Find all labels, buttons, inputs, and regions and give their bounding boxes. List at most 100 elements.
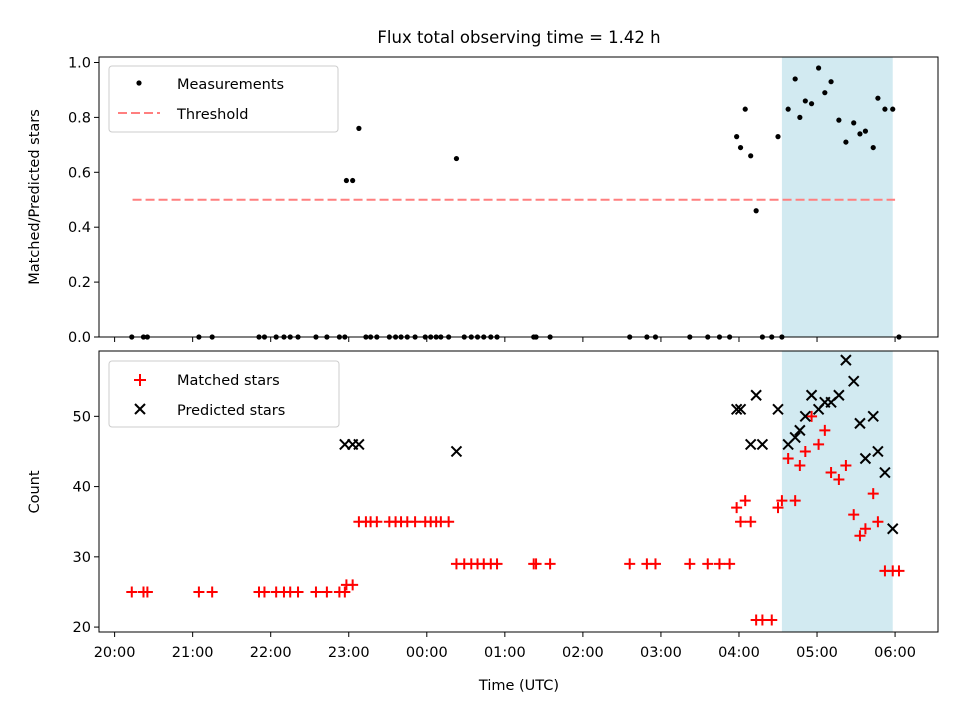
matched-star-point — [813, 438, 825, 450]
matched-star-point — [859, 523, 871, 535]
matched-star-point — [339, 586, 351, 598]
matched-star-point — [794, 460, 806, 472]
matched-star-point — [756, 614, 768, 626]
matched-star-point — [776, 495, 788, 507]
x-tick-label: 01:00 — [484, 645, 526, 661]
measurement-point — [792, 76, 798, 82]
measurement-point — [870, 144, 876, 151]
matched-star-point — [840, 460, 852, 472]
measurement-point — [836, 117, 842, 123]
top-legend: Measurements Threshold — [108, 65, 339, 133]
x-tick-label: 02:00 — [562, 645, 604, 661]
top-y-tick-label: 0.6 — [68, 165, 91, 181]
bottom-y-tick-label: 50 — [73, 409, 91, 425]
matched-star-point — [443, 516, 455, 528]
predicted-star-point — [353, 438, 365, 451]
top-y-tick-label: 0.8 — [68, 110, 91, 126]
matched-star-point — [833, 474, 845, 486]
measurement-point — [742, 106, 748, 112]
bottom-y-tick-label: 40 — [73, 480, 91, 496]
top-y-axis-label: Matched/Predicted stars — [27, 109, 43, 285]
measurement-point — [862, 128, 869, 134]
measurement-point — [343, 177, 350, 184]
matched-star-point — [789, 495, 801, 507]
predicted-star-point — [840, 354, 852, 366]
matched-star-point — [530, 558, 542, 570]
x-tick-label: 06:00 — [874, 645, 916, 661]
x-tick-label: 00:00 — [406, 645, 448, 661]
predicted-star-point — [859, 452, 872, 465]
chart-title: Flux total observing time = 1.42 h — [377, 28, 660, 47]
matched-star-point — [739, 495, 751, 507]
measurement-point — [857, 131, 863, 137]
x-tick-label: 03:00 — [640, 645, 682, 661]
bottom-legend: Matched stars Predicted stars — [108, 360, 340, 428]
predicted-star-point — [867, 410, 879, 423]
matched-star-point — [854, 530, 866, 542]
predicted-star-point — [794, 424, 806, 437]
bottom-y-tick-label: 30 — [73, 550, 91, 566]
measurement-point — [797, 114, 803, 120]
predicted-star-point — [879, 466, 891, 479]
top-panel: Flux total observing time = 1.42 h 0.0 0.… — [27, 28, 939, 346]
x-axis-label: Time (UTC) — [478, 678, 559, 694]
top-shaded-region — [781, 57, 893, 337]
matched-star-point — [292, 586, 304, 598]
measurement-point — [356, 125, 362, 131]
measurement-point — [737, 144, 744, 151]
matched-star-point — [126, 586, 138, 598]
matched-star-point — [782, 452, 794, 464]
top-axes-frame — [98, 56, 939, 338]
matched-star-point — [713, 558, 725, 570]
bottom-panel: 20 30 40 50 20:00 21:00 22:00 23:00 00:00 01:00 0… — [27, 350, 939, 694]
matched-star-point — [310, 586, 322, 598]
matched-star-point — [141, 586, 153, 598]
matched-star-point — [867, 488, 879, 500]
predicted-star-point — [450, 445, 463, 458]
measurement-point — [785, 106, 791, 112]
matched-star-point — [825, 467, 837, 479]
top-y-tick-label: 0.0 — [68, 330, 91, 346]
matched-star-point — [806, 410, 818, 422]
legend-predicted-marker — [134, 403, 146, 415]
matched-star-point — [544, 558, 556, 570]
matched-star-point — [321, 586, 333, 598]
measurement-point — [775, 134, 781, 140]
predicted-star-point — [772, 403, 784, 416]
legend-measurements-label: Measurements — [177, 77, 284, 93]
matched-star-point — [745, 516, 757, 528]
measurement-point — [875, 95, 881, 101]
x-tick-label: 21:00 — [172, 645, 214, 661]
matched-star-point — [735, 516, 747, 528]
legend-matched-marker — [134, 374, 146, 386]
predicted-star-point — [833, 389, 845, 401]
matched-star-point — [799, 445, 811, 457]
measurement-point — [882, 106, 888, 112]
bottom-y-tick-label: 20 — [73, 620, 91, 636]
matched-star-point — [347, 579, 359, 591]
bottom-legend-frame — [108, 360, 340, 428]
matched-star-point — [491, 558, 503, 570]
predicted-star-point — [789, 431, 801, 444]
measurement-point — [843, 139, 849, 145]
x-tick-label: 05:00 — [796, 645, 838, 661]
predicted-star-point — [744, 438, 757, 451]
predicted-star-point — [805, 389, 818, 401]
top-legend-frame — [108, 65, 339, 133]
predicted-star-point — [799, 410, 812, 423]
legend-matched-label: Matched stars — [177, 373, 280, 389]
matched-star-point — [371, 516, 383, 528]
measurement-point — [453, 155, 460, 162]
x-tick-label: 23:00 — [328, 645, 370, 661]
x-tick-label: 22:00 — [250, 645, 292, 661]
measurement-point — [890, 106, 896, 112]
matched-star-point — [206, 586, 218, 598]
predicted-star-point — [872, 445, 884, 458]
legend-measurements-marker — [136, 80, 142, 86]
matched-star-point — [258, 586, 270, 598]
matched-star-point — [772, 502, 784, 514]
predicted-star-point — [734, 403, 747, 416]
matched-star-point — [649, 558, 661, 570]
matched-star-point — [872, 516, 884, 528]
